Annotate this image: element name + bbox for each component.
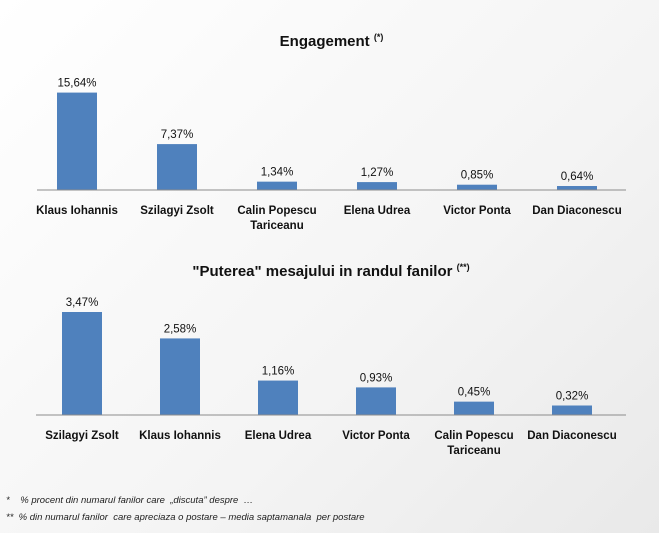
chart-1-bar: [557, 186, 597, 190]
chart-2-data-label: 2,58%: [164, 323, 197, 335]
chart-2-data-label: 0,45%: [458, 387, 491, 399]
footnote-puterea: ** % din numarul fanilor care apreciaza …: [6, 512, 365, 523]
chart-2-data-label: 3,47%: [66, 297, 99, 309]
chart-1-title: Engagement (*): [280, 32, 384, 50]
chart-2-bar: [356, 387, 396, 415]
chart-2-data-label: 1,16%: [262, 366, 295, 378]
chart-1-data-label: 0,85%: [461, 170, 494, 182]
chart-1-category-label: Victor Ponta: [443, 205, 511, 217]
chart-2-category-label: Szilagyi Zsolt: [45, 430, 119, 442]
chart-2-category-label: Calin Popescu: [434, 430, 513, 442]
chart-2-category-label: Victor Ponta: [342, 430, 410, 442]
chart-1-bar: [257, 181, 297, 190]
chart-2-bar: [454, 401, 494, 415]
chart-1-category-label: Elena Udrea: [344, 205, 411, 217]
chart-1-data-label: 15,64%: [57, 78, 96, 90]
chart-2-bar: [552, 405, 592, 415]
chart-2-category-label: Klaus Iohannis: [139, 430, 221, 442]
chart-1-category-label: Calin Popescu: [237, 205, 316, 217]
chart-1-bar: [457, 184, 497, 190]
chart-2-category-label: Elena Udrea: [245, 430, 312, 442]
chart-1-category-label: Tariceanu: [250, 220, 303, 232]
chart-1-category-label: Dan Diaconescu: [532, 205, 621, 217]
chart-1-category-label: Szilagyi Zsolt: [140, 205, 214, 217]
chart-1-bar: [357, 182, 397, 190]
chart-2-category-label: Tariceanu: [447, 445, 500, 457]
chart-1-data-label: 1,27%: [361, 167, 394, 179]
chart-1-data-label: 0,64%: [561, 171, 594, 183]
chart-1-bar: [157, 144, 197, 190]
chart-1-data-label: 1,34%: [261, 167, 294, 179]
chart-2-data-label: 0,32%: [556, 391, 589, 403]
chart-2-bar: [160, 338, 200, 415]
chart-1-category-label: Klaus Iohannis: [36, 205, 118, 217]
chart-2-bar: [258, 380, 298, 415]
chart-1-data-label: 7,37%: [161, 129, 194, 141]
footnote-engagement: * % procent din numarul fanilor care „di…: [6, 495, 254, 506]
chart-2-bar: [62, 312, 102, 415]
chart-2-data-label: 0,93%: [360, 372, 393, 384]
chart-1-bar: [57, 92, 97, 190]
chart-2-category-label: Dan Diaconescu: [527, 430, 616, 442]
chart-2-title: "Puterea" mesajului in randul fanilor (*…: [192, 262, 469, 280]
